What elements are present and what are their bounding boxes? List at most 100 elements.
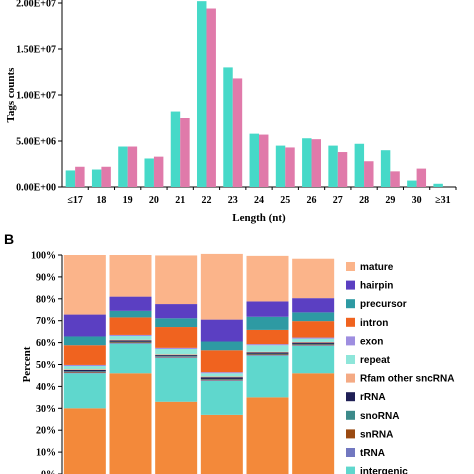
- stack-segment-precursor: [155, 318, 198, 328]
- y-tick-label: 1.50E+07: [16, 45, 56, 56]
- stack-segment-intron: [292, 321, 335, 338]
- x-tick-label: 25: [280, 195, 290, 206]
- stack-segment-trna: [63, 372, 106, 374]
- legend-label: exon: [360, 336, 383, 347]
- panel-label: B: [4, 231, 14, 247]
- bar-pink: [259, 134, 269, 187]
- stack-segment-exon: [292, 337, 335, 339]
- legend-swatch: [346, 392, 355, 402]
- legend-label: precursor: [360, 299, 407, 310]
- legend-swatch: [346, 299, 355, 309]
- stack-segment-unmap: [292, 373, 335, 474]
- y-tick-label: 20%: [36, 426, 56, 437]
- stack-segment-rfam-other-sncrna: [63, 369, 106, 370]
- stack-segment-rrna: [200, 377, 243, 379]
- stack-segment-intergenic: [200, 380, 243, 415]
- stack-segment-snrna: [63, 371, 106, 373]
- stack-segment-hairpin: [292, 298, 335, 313]
- stack-segment-hairpin: [155, 304, 198, 319]
- stack-segment-exon: [246, 344, 289, 346]
- stack-segment-rfam-other-sncrna: [155, 354, 198, 356]
- bar-cyan: [118, 146, 128, 187]
- stack-segment-rfam-other-sncrna: [246, 351, 289, 353]
- stack-segment-intron: [200, 350, 243, 373]
- x-tick-label: 23: [228, 195, 238, 206]
- bar-cyan: [328, 145, 338, 187]
- stack-segment-snorna: [63, 371, 106, 372]
- x-tick-label: ≥31: [435, 195, 451, 206]
- legend-label: rRNA: [360, 392, 386, 403]
- stack-segment-rrna: [109, 340, 152, 342]
- stack-segment-snorna: [292, 343, 335, 345]
- legend-label: repeat: [360, 355, 391, 366]
- stack-segment-mature: [246, 255, 289, 302]
- stack-segment-rrna: [155, 355, 198, 357]
- y-tick-label: 2.00E+07: [16, 0, 56, 10]
- stack-segment-intergenic: [63, 373, 106, 409]
- stack-segment-unmap: [63, 408, 106, 474]
- stack-segment-snrna: [200, 379, 243, 381]
- stack-segment-rfam-other-sncrna: [200, 376, 243, 378]
- bar-pink: [101, 166, 111, 187]
- y-tick-label: 80%: [36, 294, 56, 305]
- x-tick-label: ≤17: [67, 195, 83, 206]
- stack-segment-exon: [200, 372, 243, 374]
- stack-segment-snorna: [155, 356, 198, 357]
- stack-segment-intergenic: [246, 355, 289, 398]
- bar-cyan: [223, 67, 233, 187]
- stack-segment-precursor: [200, 341, 243, 351]
- stack-segment-trna: [109, 343, 152, 344]
- legend-swatch: [346, 429, 355, 439]
- bar-cyan: [65, 170, 76, 187]
- stack-segment-intergenic: [155, 357, 198, 402]
- stack-segment-snrna: [246, 354, 289, 356]
- stack-segment-trna: [200, 380, 243, 381]
- bar-cyan: [354, 143, 365, 187]
- y-tick-label: 0.00E+00: [16, 183, 56, 194]
- stack-segment-snorna: [200, 378, 243, 380]
- x-tick-label: 21: [175, 195, 185, 206]
- y-tick-label: 1.00E+07: [16, 91, 56, 102]
- bar-pink: [127, 146, 138, 187]
- stack-segment-repeat: [246, 345, 289, 352]
- stack-segment-intergenic: [109, 343, 152, 374]
- x-tick-label: 29: [385, 195, 395, 206]
- bar-pink: [206, 8, 216, 187]
- stack-segment-hairpin: [246, 301, 289, 317]
- stack-segment-unmap: [109, 373, 152, 474]
- legend-label: Rfam other sncRNA: [360, 374, 454, 385]
- legend-label: intron: [360, 318, 388, 329]
- stack-segment-hairpin: [200, 319, 243, 342]
- bar-pink: [311, 139, 321, 187]
- y-tick-label: 0%: [41, 470, 56, 474]
- x-tick-label: 30: [412, 195, 422, 206]
- stack-segment-repeat: [109, 336, 152, 340]
- stack-segment-repeat: [155, 348, 198, 355]
- stack-segment-intron: [246, 329, 289, 345]
- y-axis-title: Percent: [21, 346, 33, 382]
- bar-cyan: [302, 138, 312, 187]
- legend-swatch: [346, 410, 355, 420]
- legend-swatch: [346, 262, 355, 271]
- y-tick-label: 30%: [36, 404, 56, 415]
- stack-segment-repeat: [200, 373, 243, 377]
- stack-segment-rfam-other-sncrna: [109, 339, 152, 341]
- stack-segment-rrna: [292, 342, 335, 344]
- stack-segment-exon: [63, 364, 106, 367]
- y-tick-label: 100%: [31, 251, 56, 262]
- stack-segment-precursor: [109, 310, 152, 318]
- stack-segment-unmap: [246, 397, 289, 474]
- x-tick-label: 19: [123, 195, 133, 206]
- stack-segment-mature: [155, 255, 198, 305]
- legend-swatch: [346, 280, 355, 290]
- panel-b-chart: B 0% 10% 20% 30% 40% 50% 60% 70% 80% 90% 100% Percen…: [4, 231, 454, 474]
- bar-pink: [180, 118, 190, 187]
- y-tick-label: 10%: [36, 448, 56, 459]
- bar-pink: [390, 171, 400, 187]
- bar-cyan: [275, 145, 286, 187]
- stack-segment-hairpin: [109, 296, 152, 311]
- panel-a-chart: 0.00E+00 5.00E+06 1.00E+07 1.50E+07 2.00E+07…: [5, 0, 457, 224]
- bar-pink: [416, 168, 427, 187]
- x-axis-title: Length (nt): [232, 212, 286, 224]
